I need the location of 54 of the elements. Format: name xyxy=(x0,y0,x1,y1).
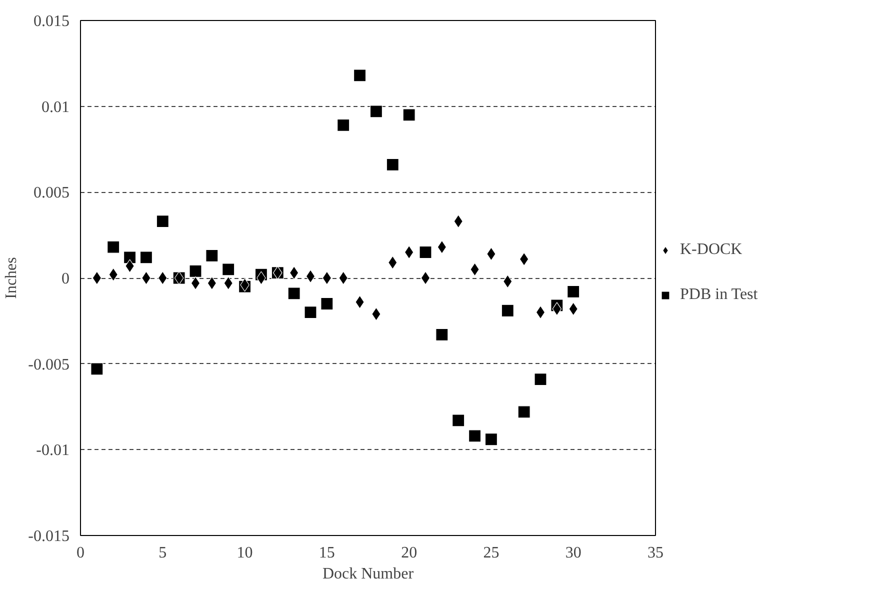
y-tick-label: 0.015 xyxy=(34,13,70,30)
point xyxy=(189,264,202,278)
point xyxy=(420,271,430,285)
point xyxy=(519,252,529,266)
point xyxy=(92,271,102,285)
point xyxy=(386,158,399,171)
point xyxy=(518,406,530,418)
legend-label: K-DOCK xyxy=(680,241,744,259)
x-tick-label: 25 xyxy=(483,544,500,562)
point xyxy=(337,118,350,132)
point xyxy=(437,240,447,254)
point xyxy=(353,69,366,82)
x-tick-label: 30 xyxy=(565,544,582,562)
legend-label: PDB in Test xyxy=(680,286,759,304)
point xyxy=(304,306,317,319)
point xyxy=(207,276,217,290)
y-tick-label: 0.01 xyxy=(42,98,70,116)
point xyxy=(402,108,416,122)
point xyxy=(156,215,169,228)
x-axis-title: Dock Number xyxy=(322,566,414,582)
point xyxy=(567,285,580,298)
point xyxy=(288,287,300,300)
point xyxy=(468,430,482,442)
point xyxy=(370,105,383,118)
point xyxy=(123,251,136,264)
point xyxy=(484,433,498,446)
point xyxy=(320,297,334,310)
point xyxy=(289,266,299,280)
y-tick-label: -0.01 xyxy=(36,442,70,460)
y-tick-label: -0.015 xyxy=(28,528,70,545)
x-tick-label: 15 xyxy=(318,544,335,562)
x-tick-label: 20 xyxy=(401,544,418,562)
point xyxy=(534,372,547,386)
point xyxy=(322,271,332,285)
point xyxy=(90,362,104,376)
point xyxy=(501,304,514,317)
point xyxy=(206,249,218,262)
x-tick-label: 35 xyxy=(648,544,664,562)
point xyxy=(552,302,562,316)
y-tick-label: 0.005 xyxy=(34,184,70,202)
point xyxy=(140,251,153,264)
point xyxy=(536,306,546,320)
point xyxy=(419,246,432,259)
x-tick-label: 0 xyxy=(76,544,84,562)
point xyxy=(190,276,200,290)
y-tick-label: -0.005 xyxy=(28,356,70,374)
y-axis-title: Inches xyxy=(3,257,20,299)
y-tick-label: 0 xyxy=(62,270,70,288)
point xyxy=(222,263,235,276)
point xyxy=(452,414,465,427)
x-tick-label: 10 xyxy=(236,544,253,562)
x-tick-label: 5 xyxy=(158,544,167,562)
point xyxy=(107,240,120,254)
point xyxy=(436,328,448,341)
